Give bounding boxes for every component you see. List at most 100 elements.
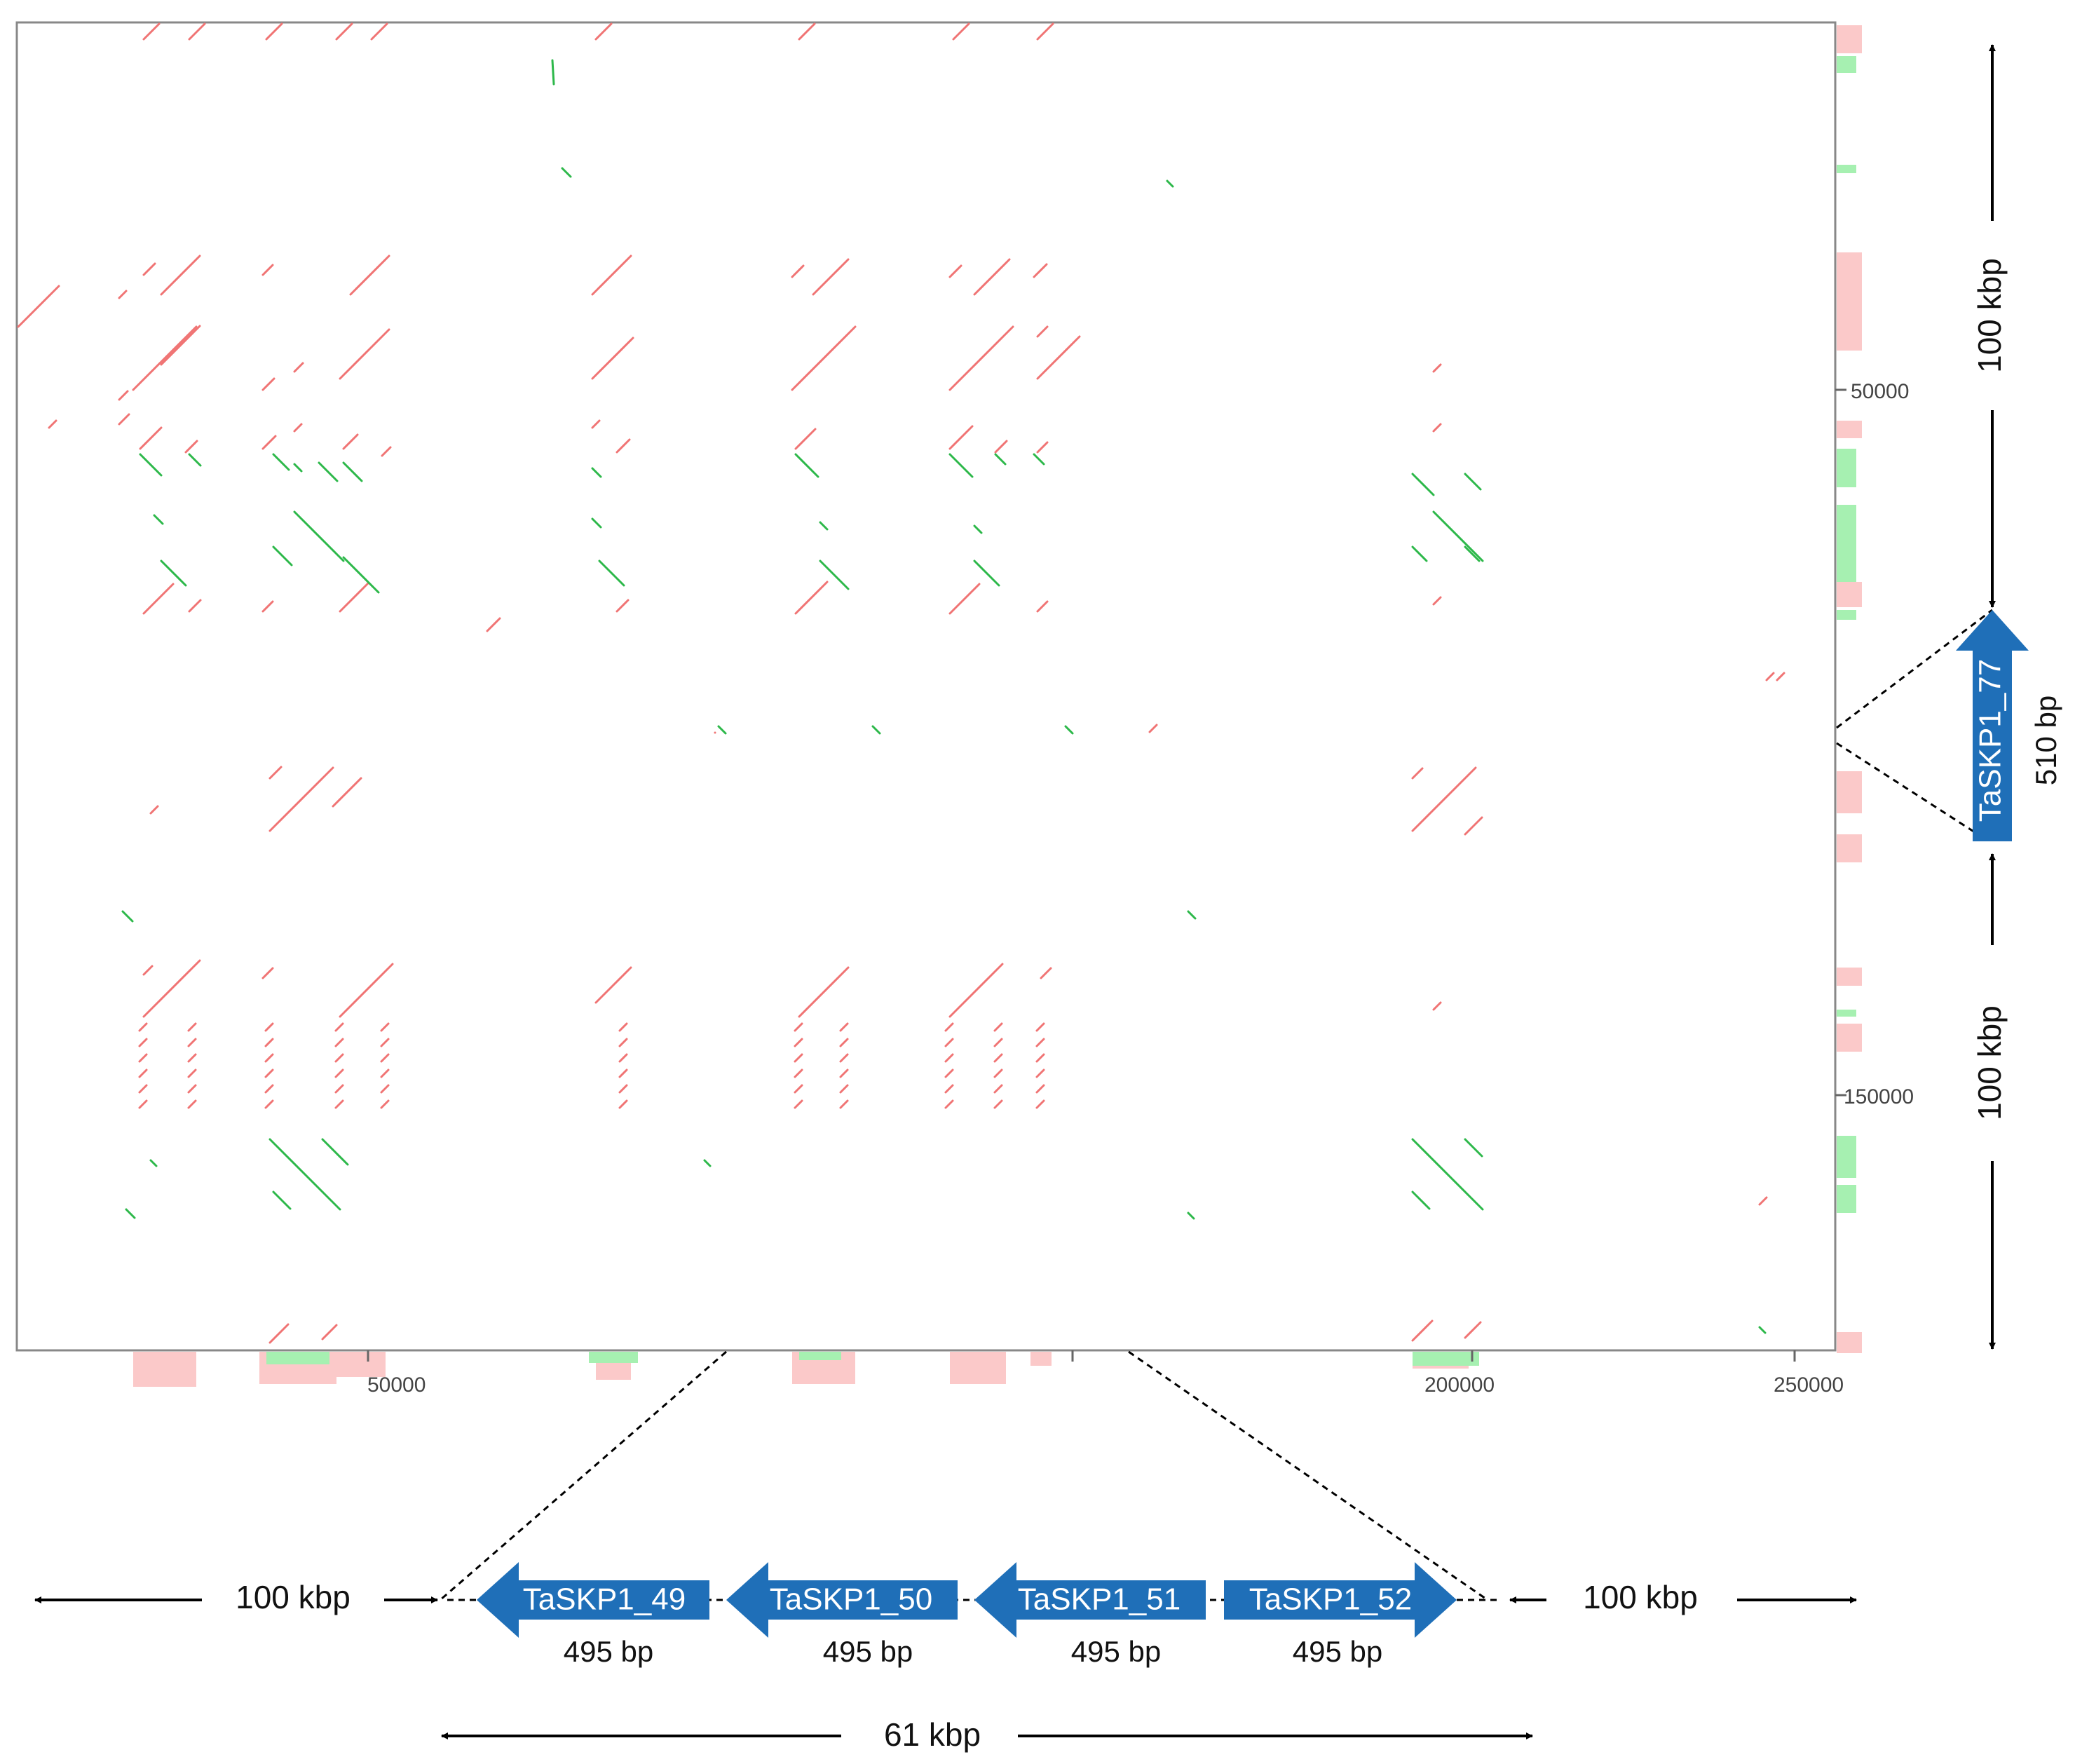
alignment-segment (993, 1053, 1003, 1063)
alignment-segment (948, 325, 1014, 391)
alignment-segment (121, 910, 134, 923)
alignment-segment (261, 967, 274, 979)
alignment-segment (839, 1099, 849, 1109)
alignment-segment (794, 1084, 803, 1094)
alignment-segment (160, 325, 201, 366)
alignment-segment (618, 1068, 628, 1078)
alignment-segment (871, 725, 881, 735)
alignment-segment (948, 583, 981, 615)
alignment-segment (1035, 1068, 1045, 1078)
alignment-segment (321, 1138, 349, 1166)
alignment-segment (261, 264, 274, 276)
alignment-segment (334, 1099, 344, 1109)
bottom-span-label: 100 kbp (1971, 1005, 2008, 1120)
gene-label-taskp1-77: TaSKP1_77 (1973, 659, 2008, 822)
alignment-segment (1464, 816, 1483, 836)
alignment-segment (952, 22, 970, 41)
histogram-bar (1837, 771, 1862, 813)
histogram-bar (1837, 165, 1856, 173)
axis-ticks (367, 388, 1846, 1362)
left-span-label: 100 kbp (236, 1579, 351, 1615)
histogram-bar (1837, 449, 1856, 487)
alignment-segment (138, 1053, 148, 1063)
alignment-segment (794, 1068, 803, 1078)
alignment-segment (591, 337, 634, 380)
gene-size-taskp1-49: 495 bp (564, 1635, 653, 1668)
alignment-segment (839, 1068, 849, 1078)
histogram-bar (1413, 1352, 1479, 1366)
alignment-segment (142, 959, 201, 1018)
gene-arrow-taskp1-77 (1956, 610, 2029, 841)
alignment-segment (1776, 672, 1785, 681)
alignment-segment (264, 1084, 274, 1094)
alignment-segment (17, 285, 60, 328)
alignment-segment (268, 1138, 341, 1211)
alignment-segment (1036, 600, 1049, 613)
alignment-segment (591, 255, 632, 296)
alignment-segment (993, 1038, 1003, 1047)
alignment-segment (1036, 335, 1081, 380)
histogram-bar (1837, 1136, 1856, 1178)
alignment-segment (618, 1022, 628, 1032)
alignment-segment (944, 1022, 954, 1032)
histogram-bar (950, 1352, 1006, 1384)
alignment-segment (717, 725, 727, 735)
alignment-segment (618, 1038, 628, 1047)
alignment-segment (1033, 453, 1045, 466)
gene-arrow-taskp1-52 (1224, 1562, 1457, 1638)
histogram-bar (1837, 968, 1862, 986)
alignment-segment (944, 1068, 954, 1078)
alignment-segment (1432, 1001, 1442, 1011)
alignment-segment (1036, 325, 1049, 338)
alignment-segment (973, 559, 1000, 587)
zoom-line (1836, 609, 1993, 729)
alignment-segment (272, 1190, 292, 1210)
alignment-segment (264, 1053, 274, 1063)
alignment-segment (618, 1099, 628, 1109)
alignment-segment (944, 1099, 954, 1109)
alignment-segment (993, 1022, 1003, 1032)
histogram-bar (589, 1352, 638, 1363)
alignment-segment (139, 453, 163, 477)
alignment-segment (1464, 545, 1481, 562)
alignment-segment (819, 559, 850, 590)
alignment-segment (839, 1022, 849, 1032)
histogram-bar (799, 1352, 841, 1360)
alignment-segment (948, 453, 974, 478)
alignment-segment (188, 599, 202, 613)
alignment-segment (551, 59, 555, 86)
alignment-segment (993, 1084, 1003, 1094)
alignment-segment (187, 1022, 197, 1032)
alignment-segment (334, 1053, 344, 1063)
zoom-line (1128, 1350, 1488, 1601)
alignment-segment (149, 805, 159, 815)
alignment-segment (1036, 22, 1054, 41)
alignment-segment (561, 167, 572, 178)
alignment-segment (349, 255, 390, 296)
alignment-segment (261, 435, 277, 450)
histogram-bar (1837, 610, 1856, 620)
bottom-annotation: 100 kbp 100 kbp TaSKP1_49 TaSKP1_50 TaSK… (34, 1350, 1857, 1753)
alignment-segment (1411, 767, 1424, 780)
alignment-segment (591, 419, 601, 429)
alignment-segment (1064, 725, 1074, 735)
alignment-dots (17, 22, 1785, 1344)
alignment-segment (1033, 263, 1048, 278)
bottom-margin-histogram (133, 1352, 1479, 1387)
x-tick-label: 50000 (367, 1373, 426, 1397)
alignment-segment (839, 1038, 849, 1047)
gene-label-taskp1-50: TaSKP1_50 (770, 1582, 932, 1617)
alignment-segment (1464, 1138, 1483, 1158)
alignment-segment (272, 453, 290, 471)
alignment-segment (334, 1068, 344, 1078)
gene-arrow-taskp1-50 (726, 1562, 958, 1638)
alignment-segment (994, 440, 1008, 454)
alignment-segment (1035, 1084, 1045, 1094)
alignment-segment (1035, 1053, 1045, 1063)
alignment-segment (293, 463, 303, 473)
alignment-segment (138, 1099, 148, 1109)
alignment-segment (948, 264, 962, 278)
histogram-bar (1837, 287, 1862, 323)
gene-arrow-taskp1-49 (477, 1562, 709, 1638)
histogram-bar (1837, 25, 1862, 53)
